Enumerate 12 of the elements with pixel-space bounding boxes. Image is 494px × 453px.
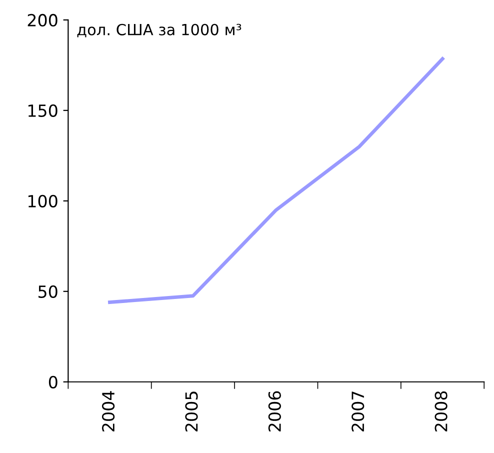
y-axis-title: дол. США за 1000 м³ — [77, 24, 242, 38]
x-tick-label: 2007 — [352, 392, 364, 432]
y-tick-label: 100 — [28, 194, 58, 208]
x-tick-label: 2008 — [434, 391, 448, 432]
y-tick-label: 50 — [38, 285, 58, 298]
x-tick-label: 2006 — [268, 391, 281, 432]
y-tick-label: 150 — [28, 104, 58, 117]
line-series — [108, 57, 444, 304]
y-tick-label: 0 — [48, 376, 58, 388]
x-tick-label: 2004 — [102, 391, 115, 432]
x-tick-label: 2005 — [185, 392, 198, 432]
y-tick-label: 200 — [28, 14, 58, 26]
